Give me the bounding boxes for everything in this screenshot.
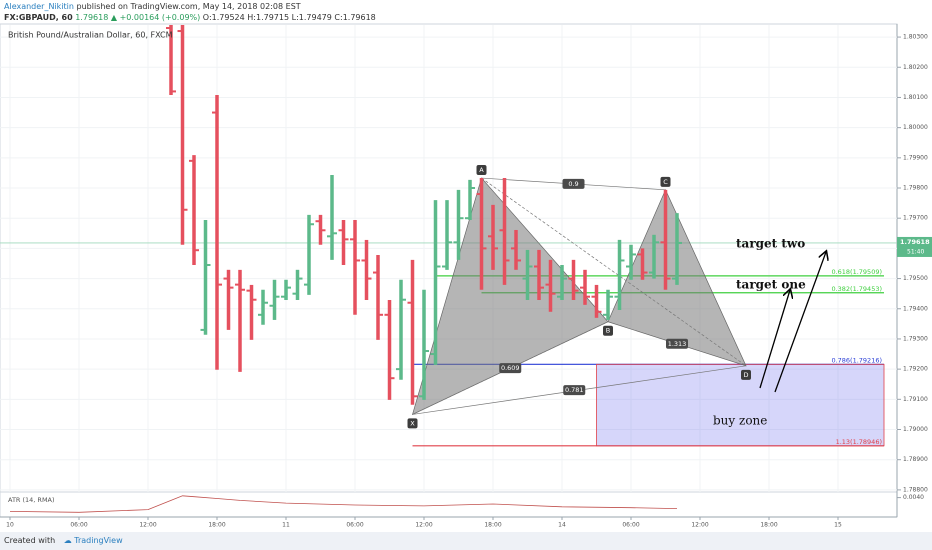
y-tick-label: 1.78900 bbox=[903, 456, 928, 463]
y-tick-label: 1.79500 bbox=[903, 275, 928, 282]
arrow bbox=[774, 252, 826, 393]
y-tick-label: 1.79000 bbox=[903, 426, 928, 433]
y-tick-label: 1.79900 bbox=[903, 154, 928, 161]
y-tick-label: 1.79700 bbox=[903, 215, 928, 222]
header: Alexander_Nikitin published on TradingVi… bbox=[4, 2, 376, 22]
ohlc-low: L:1.79479 bbox=[291, 13, 332, 22]
ratio-label: 0.9 bbox=[568, 180, 578, 188]
y-tick-label: 1.78800 bbox=[903, 486, 928, 493]
brand[interactable]: TradingView bbox=[74, 536, 123, 545]
y-tick-label: 1.80000 bbox=[903, 124, 928, 131]
created: Created with bbox=[4, 536, 56, 545]
atr-line bbox=[9, 495, 678, 513]
pattern-leg bbox=[481, 177, 747, 367]
point-label: D bbox=[743, 371, 748, 379]
point-box bbox=[407, 418, 418, 429]
level-label: 0.786(1.79216) bbox=[831, 356, 882, 364]
level-label: 0.618(1.79509) bbox=[831, 268, 882, 276]
footer: Created with ☁ TradingView bbox=[0, 532, 932, 550]
x-tick-label: 06:00 bbox=[70, 522, 87, 529]
point-label: A bbox=[479, 166, 484, 174]
ohlc-close: C:1.79618 bbox=[334, 13, 376, 22]
x-tick-label: 18:00 bbox=[484, 522, 501, 529]
point-label: X bbox=[410, 419, 415, 427]
arrow bbox=[759, 290, 790, 389]
atr-pane bbox=[0, 491, 898, 518]
y-tick-label: 1.79300 bbox=[903, 335, 928, 342]
y-tick-label: 1.79100 bbox=[903, 396, 928, 403]
legend: British Pound/Australian Dollar, 60, FXC… bbox=[8, 31, 173, 40]
y-tick-label: 0.0040 bbox=[903, 494, 924, 501]
y-tick-label: 1.79200 bbox=[903, 366, 928, 373]
x-tick-label: 10 bbox=[6, 522, 14, 529]
buy-zone bbox=[596, 363, 885, 447]
point-label: C bbox=[663, 178, 668, 186]
point-box bbox=[603, 325, 614, 336]
annotation: target two bbox=[736, 237, 805, 251]
point-box bbox=[741, 369, 752, 380]
y-tick-label: 1.79800 bbox=[903, 185, 928, 192]
x-tick-label: 14 bbox=[558, 522, 566, 529]
price-tag bbox=[897, 236, 932, 257]
x-tick-label: 06:00 bbox=[346, 522, 363, 529]
annotation: target one bbox=[736, 278, 806, 292]
change: +0.00164 (+0.09%) bbox=[119, 13, 201, 22]
point-label: B bbox=[606, 327, 610, 335]
x-tick-label: 06:00 bbox=[622, 522, 639, 529]
ohlc-high: H:1.79715 bbox=[247, 13, 290, 22]
level-label: 1.13(1.78946) bbox=[836, 438, 882, 446]
point-box bbox=[476, 165, 487, 176]
pattern-leg bbox=[412, 321, 609, 415]
chart: 0.618(1.79509) 0.382(1.79453) 0.786(1.7921… bbox=[0, 23, 932, 529]
point-box bbox=[660, 176, 671, 187]
published: published on TradingView.com, May 14, 20… bbox=[76, 2, 301, 11]
y-tick-label: 1.80300 bbox=[903, 34, 928, 41]
ratio-label: 1.313 bbox=[668, 340, 687, 348]
y-tick-label: 1.80100 bbox=[903, 94, 928, 101]
last: 1.79618 bbox=[75, 13, 109, 22]
symbol: FX:GBPAUD, 60 bbox=[4, 13, 73, 22]
x-tick-label: 11 bbox=[282, 522, 290, 529]
price-tag-timer: 51:40 bbox=[907, 248, 924, 255]
atr-label: ATR (14, RMA) bbox=[8, 496, 55, 504]
ratio-box bbox=[499, 363, 522, 374]
ratio-label: 0.781 bbox=[565, 386, 584, 394]
x-tick-label: 12:00 bbox=[691, 522, 708, 529]
y-tick-label: 1.79400 bbox=[903, 305, 928, 312]
level-label: 0.382(1.79453) bbox=[831, 285, 882, 293]
author[interactable]: Alexander_Nikitin bbox=[4, 2, 74, 11]
ratio-box bbox=[562, 178, 585, 189]
ratio-box bbox=[563, 385, 586, 396]
price-tag-label: 1.79618 bbox=[900, 238, 930, 246]
annotation: buy zone bbox=[713, 414, 767, 428]
x-tick-label: 12:00 bbox=[415, 522, 432, 529]
x-tick-label: 18:00 bbox=[208, 522, 225, 529]
ratio-label: 0.609 bbox=[501, 364, 520, 372]
x-tick-label: 15 bbox=[834, 522, 842, 529]
x-tick-label: 12:00 bbox=[139, 522, 156, 529]
ohlc-open: O:1.79524 bbox=[202, 13, 245, 22]
ratio-box bbox=[666, 338, 689, 349]
y-tick-label: 1.80200 bbox=[903, 64, 928, 71]
x-tick-label: 18:00 bbox=[760, 522, 777, 529]
